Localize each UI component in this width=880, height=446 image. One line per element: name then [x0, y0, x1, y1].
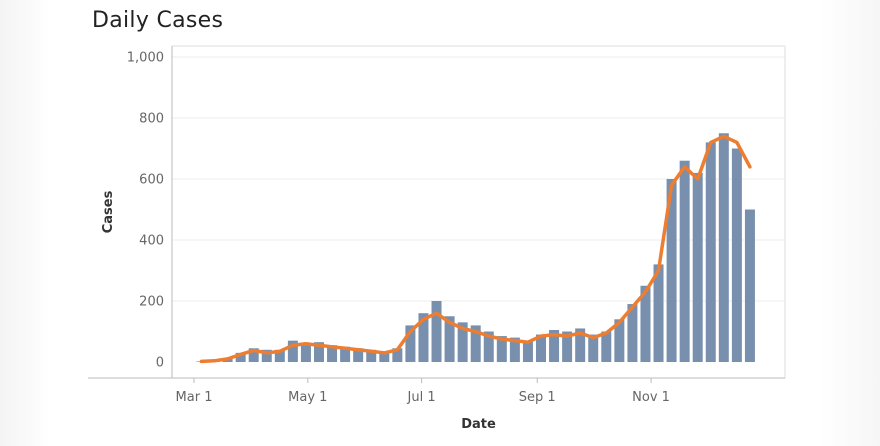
x-axis-ticks: Mar 1 May 1 Jul 1 Sep 1 Nov 1	[176, 378, 670, 405]
bar	[575, 328, 586, 362]
bar	[274, 349, 285, 362]
bar	[640, 285, 651, 362]
x-tick-label: Mar 1	[176, 390, 213, 405]
plot-frame	[88, 45, 786, 379]
bar	[379, 352, 390, 362]
line-series	[199, 134, 752, 364]
bar-series	[196, 133, 755, 362]
y-tick-label: 600	[139, 173, 164, 188]
bar	[653, 264, 664, 362]
x-tick-label: Nov 1	[632, 390, 670, 405]
bar	[287, 340, 298, 362]
bar	[614, 319, 625, 362]
y-axis-title: Cases	[101, 190, 116, 233]
bar	[718, 133, 729, 362]
y-axis-ticks: 0 200 400 600 800 1,000	[127, 51, 164, 371]
bar	[457, 322, 468, 362]
bar	[327, 345, 338, 362]
bar	[431, 301, 442, 362]
bar	[744, 209, 755, 362]
y-tick-label: 0	[156, 356, 164, 371]
left-edge-shade	[0, 0, 50, 446]
bar	[444, 316, 455, 362]
bar	[509, 337, 520, 362]
y-tick-label: 200	[139, 295, 164, 310]
y-tick-label: 400	[139, 234, 164, 249]
bar	[470, 325, 481, 362]
bar	[366, 349, 377, 362]
bar	[627, 304, 638, 362]
bar	[601, 331, 612, 362]
bar	[313, 342, 324, 362]
bar	[562, 331, 573, 362]
bar	[666, 179, 677, 362]
bar	[405, 325, 416, 362]
bar	[692, 172, 703, 362]
bar	[300, 343, 311, 362]
y-tick-label: 1,000	[127, 51, 164, 66]
bar	[483, 331, 494, 362]
x-tick-label: Jul 1	[407, 390, 436, 405]
bar	[235, 352, 246, 362]
right-edge-shade	[820, 0, 880, 446]
bar	[248, 348, 259, 362]
chart-title: Daily Cases	[92, 8, 224, 33]
bar	[588, 334, 599, 362]
bar	[496, 336, 507, 362]
bar	[549, 329, 560, 362]
bar	[522, 340, 533, 362]
moving-average-line	[199, 134, 752, 364]
x-axis-title: Date	[461, 417, 496, 432]
bar	[679, 160, 690, 362]
bar	[535, 334, 546, 362]
x-tick-label: May 1	[288, 390, 327, 405]
bar	[731, 148, 742, 362]
x-tick-label: Sep 1	[519, 390, 556, 405]
bar	[353, 348, 364, 362]
bar	[392, 348, 403, 362]
bar	[705, 142, 716, 362]
bar	[261, 349, 272, 362]
bar	[418, 313, 429, 362]
bar	[340, 346, 351, 362]
y-tick-label: 800	[139, 112, 164, 127]
